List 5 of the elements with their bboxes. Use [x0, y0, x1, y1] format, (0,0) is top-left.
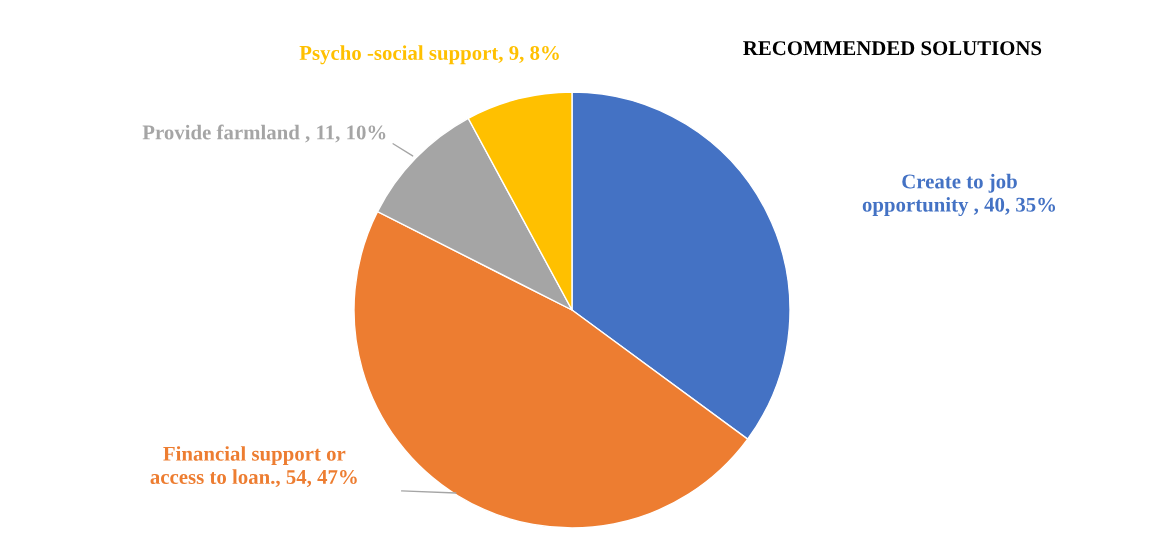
- slice-label: Provide farmland , 11, 10%: [142, 124, 386, 143]
- slice-label: Create to job opportunity , 40, 35%: [862, 173, 1056, 217]
- slice-label: Financial support or access to loan., 54, 47%: [150, 446, 357, 488]
- chart-title: RECOMMENDED SOLUTIONS: [743, 41, 1042, 56]
- slice-label: Psycho -social support, 9, 8%: [299, 45, 559, 65]
